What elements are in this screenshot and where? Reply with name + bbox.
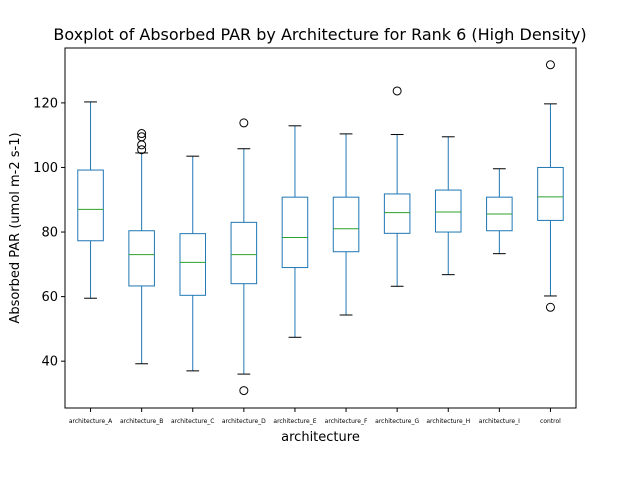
y-tick-label: 60 [41, 290, 58, 305]
y-tick-label: 80 [41, 226, 58, 241]
chart-title: Boxplot of Absorbed PAR by Architecture … [53, 25, 586, 44]
box-architecture_D [230, 118, 258, 396]
x-tick-label: architecture_G [375, 418, 419, 425]
x-axis: architecture_A architecture_B architecture… [69, 408, 561, 425]
y-axis-label: Absorbed PAR (umol m-2 s-1) [8, 132, 23, 323]
box-architecture_G [383, 86, 411, 287]
outlier-point [239, 118, 249, 128]
box-architecture_I [486, 168, 513, 255]
outlier-point [239, 386, 249, 396]
iqr-box [537, 166, 564, 221]
box-architecture_C [179, 155, 207, 372]
iqr-box [128, 230, 155, 287]
plot-frame [64, 47, 577, 409]
box-architecture_E [281, 125, 309, 338]
iqr-box [332, 196, 360, 253]
iqr-box [383, 193, 411, 234]
plot-area [77, 60, 564, 396]
iqr-box [434, 189, 462, 233]
box-architecture_H [434, 136, 462, 276]
box-architecture_A [77, 101, 104, 299]
x-axis-label: architecture [281, 430, 360, 445]
outlier-point [137, 145, 147, 155]
iqr-box [77, 169, 104, 242]
box-control [537, 60, 564, 312]
y-tick-label: 120 [33, 96, 58, 111]
x-tick-label: control [540, 418, 561, 425]
iqr-box [230, 221, 258, 285]
outlier-point [137, 132, 147, 142]
y-tick-label: 40 [41, 355, 58, 370]
x-tick-label: architecture_H [426, 418, 470, 425]
x-tick-label: architecture_A [69, 418, 113, 425]
x-tick-label: architecture_D [222, 418, 266, 425]
outlier-point [392, 86, 402, 96]
iqr-box [281, 196, 309, 269]
outlier-point [545, 302, 555, 312]
y-axis: 40 60 80 100 120 [33, 96, 65, 370]
x-tick-label: architecture_I [479, 418, 520, 425]
x-tick-label: architecture_F [325, 418, 368, 425]
outlier-point [137, 129, 147, 139]
iqr-box [179, 233, 207, 296]
x-tick-label: architecture_E [273, 418, 316, 425]
box-architecture_F [332, 133, 360, 316]
x-tick-label: architecture_C [171, 418, 215, 425]
box-architecture_B [128, 129, 155, 365]
outlier-point [545, 60, 555, 70]
x-tick-label: architecture_B [120, 418, 163, 425]
y-tick-label: 100 [33, 161, 58, 176]
